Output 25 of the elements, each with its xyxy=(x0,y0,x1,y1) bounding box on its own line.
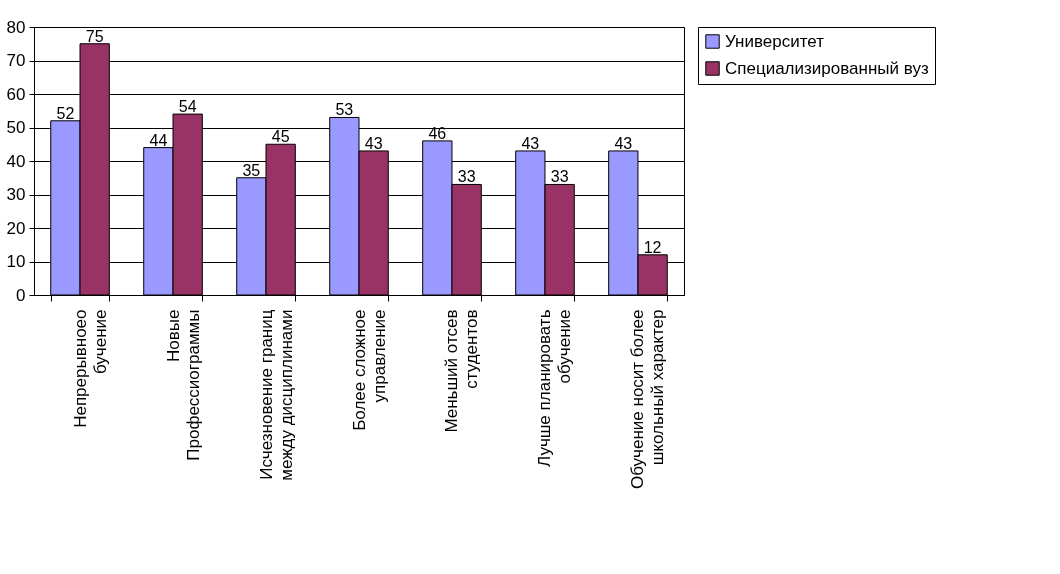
data-label: 53 xyxy=(335,101,354,119)
data-label: 35 xyxy=(242,161,261,179)
data-label: 52 xyxy=(56,104,75,122)
data-label: 33 xyxy=(457,168,476,186)
data-label: 44 xyxy=(149,131,168,149)
y-tick-label: 70 xyxy=(6,51,26,70)
y-tick-label: 10 xyxy=(6,252,26,271)
data-label: 43 xyxy=(521,134,540,152)
data-label: 33 xyxy=(550,168,569,186)
y-tick-label: 50 xyxy=(6,118,26,137)
y-tick-label: 60 xyxy=(6,84,26,104)
y-tick-label: 40 xyxy=(6,151,26,171)
data-label: 12 xyxy=(643,238,662,256)
data-label: 43 xyxy=(614,134,633,152)
data-label: 75 xyxy=(85,27,104,45)
data-label: 54 xyxy=(178,98,197,116)
legend-label: Специализированный вуз xyxy=(725,58,929,78)
data-label: 43 xyxy=(364,134,383,152)
y-tick-label: 20 xyxy=(6,218,26,238)
x-tick-label: Непрерывноео бучение xyxy=(70,309,110,428)
y-tick-label: 80 xyxy=(6,17,26,37)
legend-label: Университет xyxy=(725,31,825,51)
y-tick-label: 0 xyxy=(16,285,26,305)
y-tick-label: 30 xyxy=(6,185,26,204)
data-label: 45 xyxy=(271,128,290,146)
